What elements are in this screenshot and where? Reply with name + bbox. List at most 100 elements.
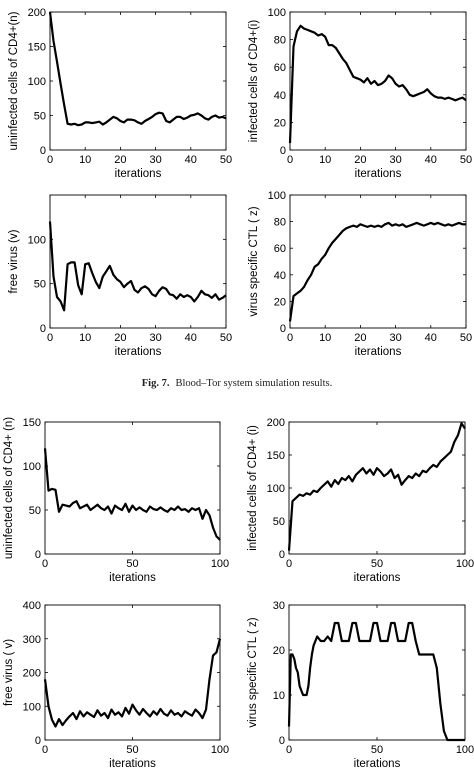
y-tick-label: 200	[28, 7, 46, 19]
y-tick-label: 0	[35, 735, 41, 747]
x-tick-label: 40	[425, 332, 437, 344]
y-tick-label: 20	[273, 645, 285, 657]
x-tick-label: 20	[354, 332, 366, 344]
x-tick-label: 100	[456, 558, 474, 570]
x-tick-label: 0	[47, 154, 53, 166]
x-axis-label: iterations	[109, 758, 156, 770]
x-tick-label: 50	[371, 744, 383, 756]
x-tick-label: 30	[149, 332, 161, 344]
chart-panel-f7i: 0 10 20 30 40 50 0 20 40 60 80 100 iterations infecte…	[248, 7, 472, 180]
x-axis-label: iterations	[354, 758, 401, 770]
x-axis-label: iterations	[355, 346, 402, 358]
chart-panel-f7z: 0 10 20 30 40 50 0 20 40 60 80 100 iterations virus s…	[248, 190, 472, 358]
chart-panel-f8v: 0 50 100 0 100 200 300 400 iterations free virus …	[3, 600, 229, 770]
y-tick-label: 50	[34, 279, 46, 291]
x-axis-label: iterations	[354, 572, 401, 584]
y-tick-label: 20	[274, 117, 286, 129]
x-tick-label: 0	[286, 744, 292, 756]
series-line	[288, 221, 466, 322]
figure-caption-text: Blood–Tor system simulation results.	[175, 378, 332, 389]
x-axis-label: iterations	[355, 168, 402, 180]
series-line	[43, 638, 222, 728]
x-tick-label: 50	[371, 558, 383, 570]
y-tick-label: 50	[34, 111, 46, 123]
x-tick-label: 50	[126, 558, 138, 570]
y-tick-label: 0	[35, 549, 41, 561]
x-tick-label: 0	[42, 744, 48, 756]
plot-frame	[49, 11, 227, 151]
plot-frame	[289, 11, 467, 151]
x-tick-label: 0	[286, 558, 292, 570]
figure-caption: Fig. 7. Blood–Tor system simulation resul…	[142, 378, 332, 389]
series-line	[288, 24, 467, 144]
y-tick-label: 100	[268, 7, 286, 19]
y-tick-label: 50	[29, 505, 41, 517]
y-axis-label: uninfected cells of CD4+ (n)	[3, 417, 15, 559]
figure-caption-label: Fig. 7.	[142, 378, 170, 389]
x-tick-label: 10	[319, 154, 331, 166]
x-tick-label: 20	[354, 154, 366, 166]
series-line	[48, 11, 227, 127]
y-tick-label: 40	[274, 90, 286, 102]
x-tick-label: 10	[79, 154, 91, 166]
series-line	[43, 448, 221, 541]
y-axis-label: virus specific CTL ( z)	[247, 617, 259, 727]
y-tick-label: 100	[28, 76, 46, 88]
chart-panel-f8n: 0 50 100 0 50 100 150 iterations uninfected cell…	[3, 417, 229, 584]
x-tick-label: 20	[114, 332, 126, 344]
y-tick-label: 150	[23, 417, 41, 429]
y-tick-label: 80	[274, 217, 286, 229]
y-tick-label: 100	[268, 190, 286, 202]
y-tick-label: 80	[274, 35, 286, 47]
y-tick-label: 30	[273, 600, 285, 612]
y-axis-label: virus specific CTL ( z)	[248, 206, 260, 316]
y-tick-label: 60	[274, 62, 286, 74]
y-tick-label: 100	[267, 483, 285, 495]
x-tick-label: 50	[126, 744, 138, 756]
x-tick-label: 10	[319, 332, 331, 344]
y-tick-label: 40	[274, 270, 286, 282]
x-tick-label: 20	[114, 154, 126, 166]
x-tick-label: 30	[149, 154, 161, 166]
x-tick-label: 50	[220, 332, 232, 344]
plot-frame	[289, 194, 467, 329]
x-tick-label: 30	[389, 332, 401, 344]
chart-panel-f7n: 0 10 20 30 40 50 0 50 100 150 200 iterations uninfec…	[8, 7, 232, 180]
y-axis-label: infected cells of CD4+(i)	[248, 20, 260, 143]
y-axis-label: free virus ( v)	[3, 639, 15, 706]
y-tick-label: 150	[267, 450, 285, 462]
x-axis-label: iterations	[109, 572, 156, 584]
plot-frame	[288, 421, 466, 555]
x-tick-label: 0	[47, 332, 53, 344]
plot-frame	[49, 194, 227, 329]
chart-panel-f7v: 0 10 20 30 40 50 0 50 100 iterations free virus (v…	[8, 194, 232, 358]
x-tick-label: 50	[460, 154, 472, 166]
y-axis-label: uninfected cells of CD4+(n)	[8, 11, 20, 150]
x-tick-label: 50	[220, 154, 232, 166]
x-tick-label: 0	[42, 558, 48, 570]
x-tick-label: 50	[460, 332, 472, 344]
y-tick-label: 0	[280, 145, 286, 157]
y-tick-label: 150	[28, 42, 46, 54]
y-tick-label: 400	[23, 600, 41, 612]
x-tick-label: 10	[79, 332, 91, 344]
y-tick-label: 200	[23, 668, 41, 680]
series-line	[287, 621, 465, 742]
series-line	[287, 422, 466, 551]
y-tick-label: 0	[279, 735, 285, 747]
y-axis-label: infected cells of CD4+ (i)	[247, 425, 259, 551]
y-tick-label: 20	[274, 296, 286, 308]
y-tick-label: 50	[273, 516, 285, 528]
x-tick-label: 0	[287, 332, 293, 344]
x-tick-label: 100	[211, 558, 229, 570]
x-tick-label: 40	[185, 332, 197, 344]
y-tick-label: 100	[23, 461, 41, 473]
y-tick-label: 100	[28, 234, 46, 246]
chart-panel-f8z: 0 50 100 0 10 20 30 iterations virus specific CT…	[247, 600, 474, 770]
y-tick-label: 0	[40, 323, 46, 335]
y-tick-label: 10	[273, 690, 285, 702]
x-axis-label: iterations	[115, 346, 162, 358]
x-axis-label: iterations	[115, 168, 162, 180]
series-line	[48, 221, 227, 312]
y-tick-label: 0	[280, 323, 286, 335]
